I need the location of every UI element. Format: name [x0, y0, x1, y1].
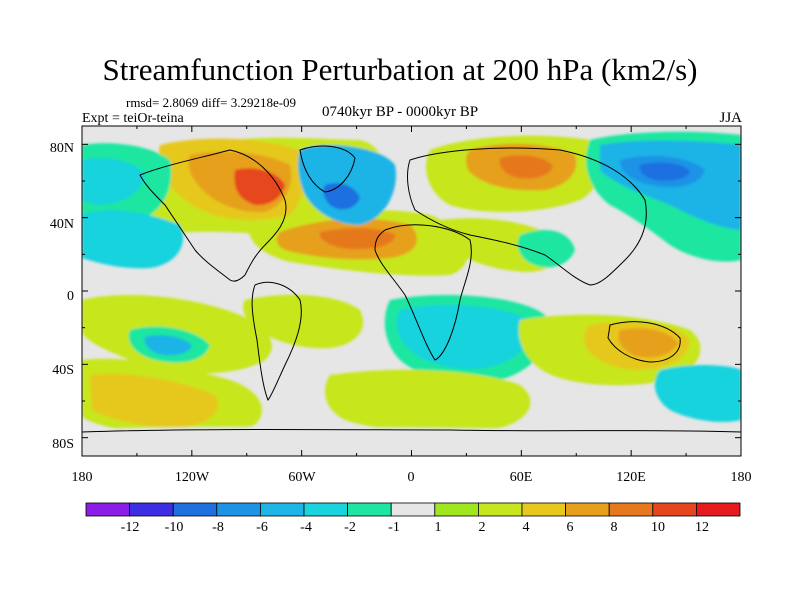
- coastlines: [82, 145, 741, 433]
- contour-neg-ne-asia-core: [639, 162, 690, 181]
- colorbar-label: -4: [300, 520, 312, 535]
- colorbar-labels: -12 -10 -8 -6 -4 -2 -1 1 2 4 6 8 10 12: [121, 520, 709, 535]
- colorbar-label: -2: [344, 520, 356, 535]
- experiment-label: Expt = teiOr-teina: [82, 111, 184, 126]
- contour-neg-south-indian: [396, 304, 531, 369]
- contour-pos-australia-core: [618, 328, 678, 358]
- contour-antarctic-zero: [82, 427, 741, 456]
- colorbar-box: [608, 502, 654, 517]
- colorbar-label: 4: [523, 520, 530, 535]
- colorbar-box: [565, 502, 610, 517]
- rmsd-diff-text: rmsd= 2.8069 diff= 3.29218e-09: [126, 95, 297, 110]
- contour-pos-southern-ocean: [325, 369, 531, 434]
- colorbar-label: -8: [212, 520, 224, 535]
- colorbar-box: [303, 502, 348, 517]
- contour-neg-arabian: [517, 230, 575, 268]
- lat-tick-label: 40N: [50, 217, 74, 232]
- colorbar-box: [216, 502, 261, 517]
- south-america-coast: [251, 281, 302, 401]
- colorbar-label: -10: [165, 520, 184, 535]
- contour-neg-north-atlantic: [297, 145, 396, 225]
- lon-tick-label: 120E: [616, 470, 646, 485]
- contour-pos-south-pacific-4: [90, 373, 219, 428]
- colorbar-box: [347, 502, 392, 517]
- plot-title: Streamfunction Perturbation at 200 hPa (…: [102, 52, 698, 87]
- lon-axis: 180 120W 60W 0 60E 120E 180: [72, 470, 752, 485]
- contour-neg-south-pacific-core: [144, 335, 192, 356]
- colorbar-box: [85, 502, 130, 517]
- contour-field: [82, 126, 741, 456]
- colorbar-box: [129, 502, 174, 517]
- lon-tick-label: 180: [731, 470, 752, 485]
- africa-coast: [374, 224, 472, 361]
- lon-tick-label: 120W: [175, 470, 210, 485]
- colorbar-label: 1: [435, 520, 442, 535]
- colorbar-box: [696, 502, 741, 517]
- colorbar-label: 2: [479, 520, 486, 535]
- season-label: JJA: [719, 110, 742, 126]
- contour-pos-siberia-core: [499, 155, 553, 179]
- axis-ticks: [81, 126, 742, 456]
- contour-neg-north-pacific-west-core: [82, 158, 145, 205]
- colorbar: -12 -10 -8 -6 -4 -2 -1 1 2 4 6 8 10 12: [85, 502, 741, 535]
- colorbar-box: [477, 502, 523, 517]
- eurasia-coast: [407, 147, 647, 286]
- greenland-coast: [299, 145, 356, 193]
- lat-axis: 80N 40N 0 40S 80S: [50, 141, 74, 452]
- colorbar-box: [434, 502, 479, 517]
- australia-coast: [607, 321, 681, 363]
- colorbar-label: 8: [611, 520, 618, 535]
- colorbar-label: -1: [388, 520, 400, 535]
- colorbar-label: 10: [651, 520, 665, 535]
- colorbar-boxes: [85, 502, 741, 517]
- colorbar-label: -6: [256, 520, 268, 535]
- colorbar-box: [652, 502, 697, 517]
- contour-neg-sw-pacific: [654, 365, 741, 422]
- colorbar-box: [390, 502, 436, 517]
- colorbar-label: 6: [567, 520, 574, 535]
- lat-tick-label: 80N: [50, 141, 74, 156]
- lon-tick-label: 60W: [288, 470, 316, 485]
- lon-tick-label: 60E: [510, 470, 533, 485]
- north-america-coast: [139, 149, 287, 282]
- contour-pos-subtropical-atlantic-core: [319, 228, 395, 250]
- contour-pos-tropical-atlantic: [243, 294, 364, 349]
- lon-tick-label: 180: [72, 470, 93, 485]
- period-label: 0740kyr BP - 0000kyr BP: [322, 104, 479, 120]
- antarctica-coast: [82, 429, 741, 433]
- lat-tick-label: 0: [67, 289, 74, 304]
- colorbar-label: 12: [695, 520, 709, 535]
- colorbar-box: [259, 502, 305, 517]
- lon-tick-label: 0: [408, 470, 415, 485]
- lat-tick-label: 80S: [52, 437, 74, 452]
- colorbar-box: [521, 502, 566, 517]
- lat-tick-label: 40S: [52, 363, 74, 378]
- contour-neg-north-pacific: [82, 210, 184, 269]
- colorbar-label: -12: [121, 520, 140, 535]
- colorbar-box: [172, 502, 218, 517]
